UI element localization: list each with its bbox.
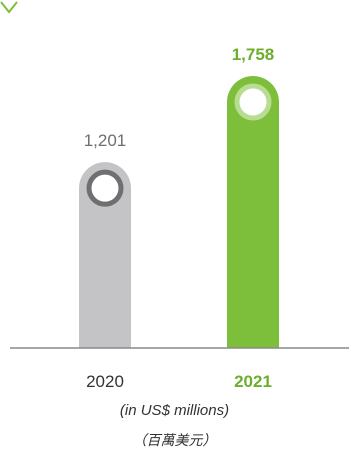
- bar-2020: [79, 162, 131, 348]
- bar-marker-2020: [86, 169, 124, 207]
- bar-marker-2021: [234, 83, 272, 121]
- unit-label-zh: （百萬美元）: [132, 433, 217, 449]
- corner-fragment: [0, 1, 18, 14]
- category-label-2020: 2020: [86, 372, 124, 391]
- unit-label-en: (in US$ millions): [119, 402, 230, 419]
- value-label-2020: 1,201: [84, 131, 127, 150]
- bar-2021: [227, 76, 279, 348]
- category-label-2021: 2021: [234, 372, 272, 391]
- value-label-2021: 1,758: [232, 45, 275, 64]
